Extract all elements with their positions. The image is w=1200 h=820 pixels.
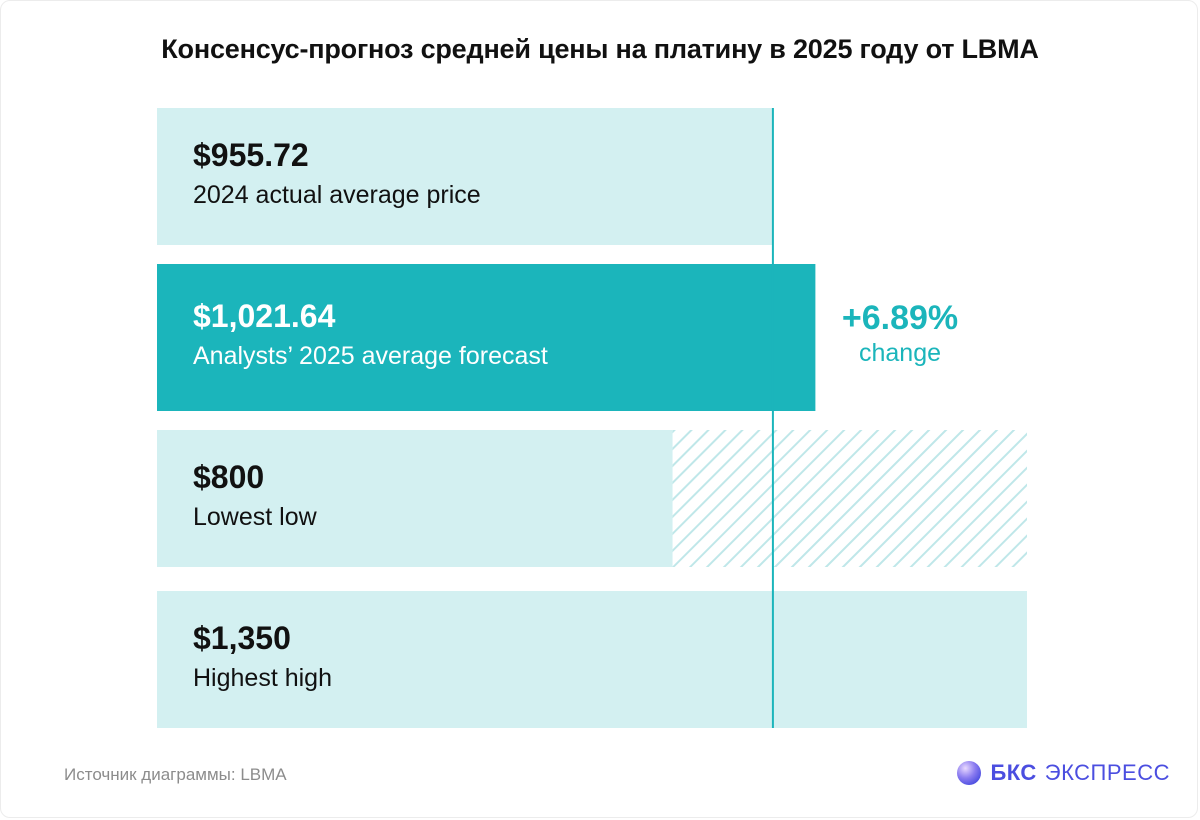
bar-3: [157, 591, 1027, 728]
bar-0: [157, 108, 773, 245]
change-caption-label: change: [859, 339, 941, 367]
bar-1: [157, 264, 816, 411]
brand-logo-group: БКС ЭКСПРЕСС: [956, 760, 1170, 786]
bar-category-label-1: Analysts’ 2025 average forecast: [193, 342, 548, 370]
bar-chart: $955.72 2024 actual average price $1,021.6…: [157, 108, 1027, 728]
bar-category-label-0: 2024 actual average price: [193, 181, 481, 209]
change-percent-label: +6.89%: [842, 299, 958, 337]
source-note: Источник диаграммы: LBMA: [64, 765, 287, 784]
bar-value-label-3: $1,350: [193, 620, 291, 656]
bar-category-label-2: Lowest low: [193, 503, 318, 531]
chart-title: Консенсус-прогноз средней цены на платин…: [161, 34, 1039, 64]
bar-value-label-0: $955.72: [193, 137, 309, 173]
brand-name: БКС: [990, 760, 1037, 785]
bar-2: [157, 430, 673, 567]
bar-value-label-2: $800: [193, 459, 264, 495]
bar-value-label-1: $1,021.64: [193, 298, 336, 334]
brand-subtitle: ЭКСПРЕСС: [1044, 760, 1170, 785]
bar-category-label-3: Highest high: [193, 664, 332, 692]
brand-logo-icon: [957, 761, 982, 785]
bar-range-hatch-2: [672, 430, 1027, 567]
